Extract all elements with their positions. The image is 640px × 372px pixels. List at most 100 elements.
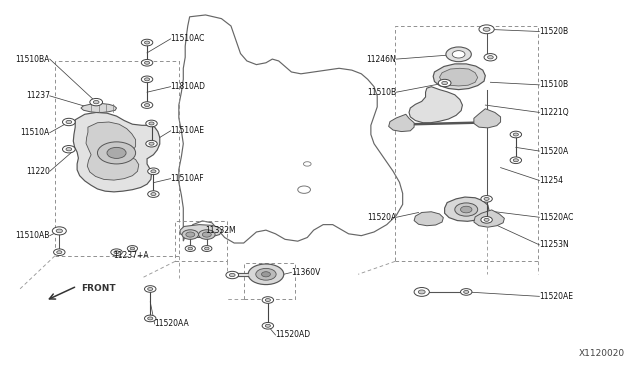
Text: FRONT: FRONT: [81, 285, 116, 294]
Polygon shape: [86, 122, 139, 180]
Circle shape: [229, 273, 235, 277]
Circle shape: [148, 191, 159, 198]
Text: 11510AE: 11510AE: [171, 126, 205, 135]
Circle shape: [262, 272, 271, 277]
Polygon shape: [445, 197, 489, 221]
Polygon shape: [388, 114, 414, 132]
Polygon shape: [74, 112, 160, 192]
Polygon shape: [474, 109, 500, 128]
Polygon shape: [180, 225, 222, 237]
Circle shape: [111, 249, 122, 256]
Text: 11520AC: 11520AC: [540, 213, 573, 222]
Circle shape: [446, 47, 471, 62]
Polygon shape: [440, 68, 477, 86]
Circle shape: [414, 288, 429, 296]
Circle shape: [479, 25, 494, 34]
Circle shape: [484, 198, 489, 201]
Circle shape: [54, 249, 65, 256]
Text: 11520AD: 11520AD: [275, 330, 310, 340]
Circle shape: [148, 168, 159, 174]
Circle shape: [145, 78, 150, 81]
Bar: [175, 221, 227, 262]
Circle shape: [262, 323, 273, 329]
Circle shape: [256, 268, 276, 280]
Circle shape: [484, 54, 497, 61]
Circle shape: [145, 315, 156, 322]
Circle shape: [66, 120, 72, 124]
Circle shape: [481, 196, 492, 202]
Circle shape: [141, 76, 153, 83]
Polygon shape: [409, 87, 463, 123]
Circle shape: [141, 39, 153, 46]
Bar: [55, 61, 179, 256]
Circle shape: [455, 203, 477, 216]
Circle shape: [127, 246, 138, 251]
Polygon shape: [414, 212, 444, 226]
Bar: [244, 263, 294, 299]
Circle shape: [198, 230, 215, 239]
Text: 11254: 11254: [540, 176, 563, 185]
Circle shape: [262, 297, 273, 303]
Bar: [395, 26, 538, 262]
Circle shape: [151, 170, 156, 173]
Circle shape: [510, 131, 522, 138]
Circle shape: [185, 246, 195, 251]
Text: 11520B: 11520B: [540, 27, 568, 36]
Text: 11510BA: 11510BA: [15, 55, 50, 64]
Circle shape: [484, 218, 489, 221]
Circle shape: [419, 290, 425, 294]
Circle shape: [452, 51, 465, 58]
Polygon shape: [474, 210, 504, 227]
Text: 11520A: 11520A: [540, 147, 568, 155]
Circle shape: [56, 229, 63, 233]
Circle shape: [488, 55, 493, 59]
Circle shape: [141, 60, 153, 66]
Circle shape: [202, 232, 211, 237]
Circle shape: [442, 81, 447, 85]
Circle shape: [148, 288, 153, 291]
Text: 11510AF: 11510AF: [171, 174, 204, 183]
Text: 11520A: 11520A: [367, 213, 396, 222]
Circle shape: [130, 247, 134, 250]
Circle shape: [226, 271, 239, 279]
Circle shape: [52, 227, 67, 235]
Circle shape: [186, 232, 195, 237]
Polygon shape: [81, 104, 116, 112]
Circle shape: [145, 41, 150, 44]
Text: 11510B: 11510B: [540, 80, 568, 89]
Circle shape: [90, 99, 102, 106]
Circle shape: [63, 118, 76, 126]
Circle shape: [182, 230, 198, 239]
Circle shape: [438, 79, 451, 87]
Text: 11510AB: 11510AB: [15, 231, 50, 240]
Text: 11510AC: 11510AC: [171, 34, 205, 44]
Circle shape: [205, 247, 209, 250]
Circle shape: [483, 27, 490, 31]
Text: 11520AE: 11520AE: [540, 292, 573, 301]
Text: 11510A: 11510A: [20, 128, 50, 137]
Circle shape: [461, 206, 472, 213]
Circle shape: [510, 157, 522, 164]
Text: 11510B: 11510B: [367, 88, 396, 97]
Circle shape: [513, 133, 518, 136]
Circle shape: [202, 246, 212, 251]
Circle shape: [461, 289, 472, 295]
Circle shape: [145, 286, 156, 292]
Text: 11246N: 11246N: [367, 55, 396, 64]
Circle shape: [266, 299, 271, 302]
Text: 11332M: 11332M: [205, 226, 236, 235]
Circle shape: [188, 247, 193, 250]
Circle shape: [513, 159, 518, 162]
Text: 11253N: 11253N: [540, 240, 569, 249]
Circle shape: [151, 193, 156, 196]
Circle shape: [93, 100, 99, 104]
Circle shape: [63, 145, 76, 153]
Circle shape: [149, 122, 154, 125]
Text: 11360V: 11360V: [291, 268, 321, 277]
Circle shape: [107, 147, 126, 158]
Circle shape: [248, 264, 284, 285]
Text: 11810AD: 11810AD: [171, 82, 205, 91]
Circle shape: [148, 317, 153, 320]
Text: 11220: 11220: [26, 167, 50, 176]
Circle shape: [149, 142, 154, 145]
